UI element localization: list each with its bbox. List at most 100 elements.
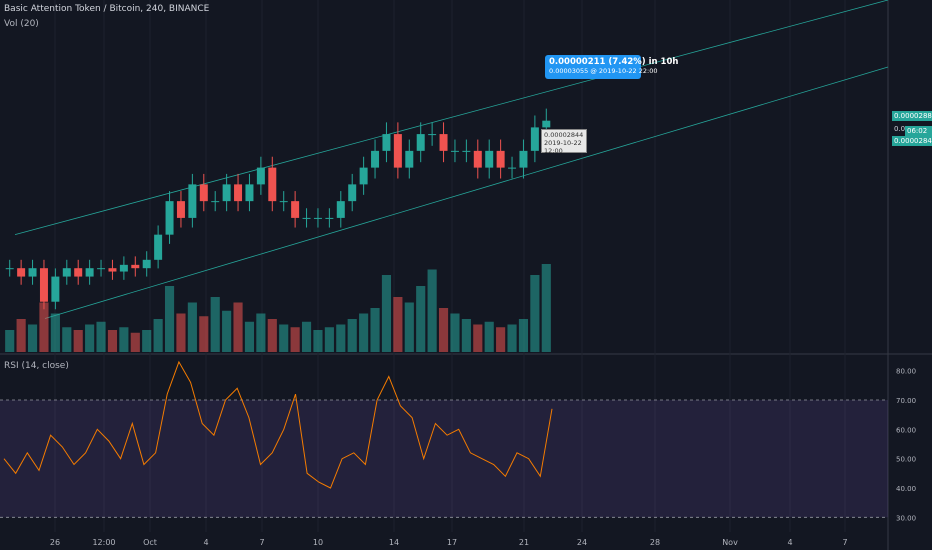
candle-body [108, 268, 117, 272]
volume-bar [359, 313, 369, 352]
rsi-tick-label: 50.00 [896, 456, 916, 464]
candle-body [51, 276, 60, 302]
rsi-line [3, 360, 553, 489]
volume-bar [518, 319, 529, 352]
candle-body [519, 150, 528, 168]
volume-bar [507, 324, 517, 352]
x-tick-label: 17 [447, 538, 457, 547]
candle-body [188, 184, 197, 218]
x-tick-label: 7 [842, 538, 847, 547]
channel-line-upper [14, 0, 889, 236]
volume-bar [267, 319, 277, 352]
candle-body [530, 127, 539, 151]
candle-body [405, 150, 414, 168]
volume-bar [370, 308, 380, 352]
candle-body [336, 201, 345, 218]
volume-bar [119, 327, 129, 352]
volume-bar [313, 330, 323, 352]
candle-body [359, 167, 368, 185]
volume-bar [164, 286, 175, 352]
volume-bar [461, 319, 471, 352]
measure-tooltip: 0.00000211 (7.42%) in 10h 0.00003055 @ 2… [545, 55, 679, 79]
channel-line-lower [44, 66, 889, 319]
volume-bar [153, 319, 163, 352]
last-price-tag: 0.00002883 [892, 111, 932, 121]
rsi-tick-label: 30.00 [896, 514, 916, 522]
candle-body [496, 150, 505, 168]
x-tick-label: 26 [50, 538, 60, 547]
candle-body [313, 217, 322, 219]
candle-body [302, 217, 311, 219]
cursor-price: 0.00002844 [544, 131, 584, 139]
chart-title: Basic Attention Token / Bitcoin, 240, BI… [4, 4, 210, 14]
candle-body [222, 184, 231, 202]
volume-bar [233, 302, 243, 352]
volume-bar [130, 332, 140, 352]
volume-bar [187, 302, 197, 352]
rsi-tick-label: 40.00 [896, 485, 916, 493]
candle-body [28, 268, 37, 277]
candle-body [485, 150, 494, 168]
candle-body [245, 184, 254, 202]
candle-body [268, 167, 277, 202]
volume-bar [530, 275, 540, 352]
cursor-price-tag: 0.00002842 [892, 136, 932, 146]
candle-body [462, 150, 471, 152]
rsi-band [0, 400, 888, 518]
candle-body [39, 268, 48, 302]
candle-body [199, 184, 208, 202]
x-tick-label: Nov [722, 538, 738, 547]
volume-label: Vol (20) [4, 19, 39, 29]
candle-body [371, 150, 380, 168]
x-tick-label: 12:00 [92, 538, 115, 547]
candle-body [17, 268, 26, 277]
candle-body [5, 268, 14, 270]
countdown-tag: 06:02 [905, 126, 932, 136]
candle-body [119, 264, 128, 272]
volume-bar [393, 297, 403, 352]
rsi-tick-label: 80.00 [896, 368, 916, 376]
x-tick-label: 4 [203, 538, 208, 547]
candle-body [382, 134, 391, 151]
volume-bar [496, 327, 506, 352]
candle-body [291, 201, 300, 218]
candle-body [473, 150, 482, 168]
measure-change: 0.00000211 (7.42%) in 10h [549, 57, 679, 67]
rsi-tick-label: 70.00 [896, 397, 916, 405]
rsi-label: RSI (14, close) [4, 361, 69, 371]
volume-bar [39, 302, 49, 352]
candle-body [211, 201, 220, 203]
candle-body [325, 217, 334, 219]
volume-bar [301, 321, 312, 352]
volume-bar [279, 324, 289, 352]
volume-bar [290, 327, 300, 352]
volume-bar [5, 330, 15, 352]
candle-body [85, 268, 94, 277]
volume-bar [62, 327, 72, 352]
volume-bar [324, 327, 334, 352]
candle-body [450, 150, 459, 152]
candle-body [439, 134, 448, 151]
volume-bar [222, 310, 232, 352]
x-tick-label: 14 [389, 538, 399, 547]
volume-bar [404, 302, 414, 352]
candle-body [142, 259, 151, 269]
candle-body [154, 234, 163, 260]
cursor-info-box: 0.00002844 2019-10-22 12:00 [541, 129, 587, 155]
volume-bar [27, 324, 38, 352]
volume-bar [381, 275, 392, 352]
measure-price-time: 0.00003055 @ 2019-10-22 22:00 [549, 67, 658, 75]
candle-body [508, 167, 517, 169]
volume-bar [256, 313, 266, 352]
volume-bar [210, 297, 220, 352]
volume-bar [427, 269, 437, 352]
candle-body [234, 184, 243, 202]
volume-bar [450, 313, 460, 352]
volume-bar [484, 321, 494, 352]
volume-bar [336, 324, 346, 352]
x-tick-label: 24 [577, 538, 587, 547]
candle-body [428, 134, 437, 136]
volume-bar [347, 319, 357, 352]
volume-bar [473, 324, 483, 352]
